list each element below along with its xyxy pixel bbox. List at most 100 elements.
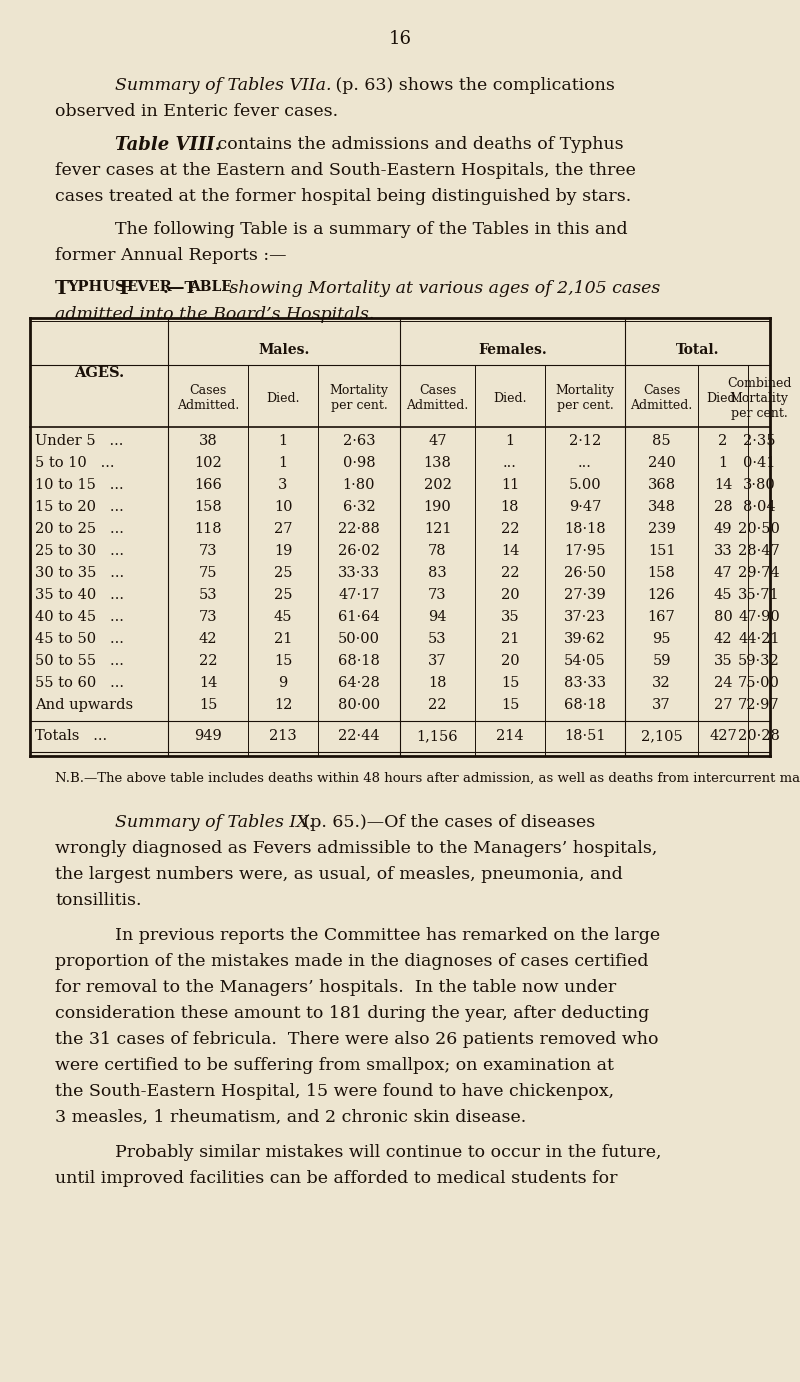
Text: 1·80: 1·80 — [342, 478, 375, 492]
Text: 27·39: 27·39 — [564, 587, 606, 603]
Text: 80: 80 — [714, 609, 732, 625]
Text: The following Table is a summary of the Tables in this and: The following Table is a summary of the … — [115, 221, 628, 238]
Text: 68·18: 68·18 — [564, 698, 606, 712]
Text: 2: 2 — [718, 434, 728, 448]
Text: 35: 35 — [501, 609, 519, 625]
Text: fever cases at the Eastern and South-Eastern Hospitals, the three: fever cases at the Eastern and South-Eas… — [55, 162, 636, 180]
Text: 20·28: 20·28 — [738, 728, 780, 744]
Text: 11: 11 — [501, 478, 519, 492]
Text: 166: 166 — [194, 478, 222, 492]
Text: 42: 42 — [714, 632, 732, 645]
Text: 12: 12 — [274, 698, 292, 712]
Text: 80·00: 80·00 — [338, 698, 380, 712]
Text: 72·97: 72·97 — [738, 698, 780, 712]
Text: Died.: Died. — [266, 391, 300, 405]
Text: 3·80: 3·80 — [742, 478, 775, 492]
Text: 28: 28 — [714, 500, 732, 514]
Text: 22: 22 — [501, 522, 519, 536]
Text: 25 to 30   ...: 25 to 30 ... — [35, 545, 124, 558]
Text: 1: 1 — [718, 456, 727, 470]
Text: 49: 49 — [714, 522, 732, 536]
Text: 26·50: 26·50 — [564, 567, 606, 580]
Text: 15: 15 — [274, 654, 292, 668]
Text: 190: 190 — [424, 500, 451, 514]
Text: (p. 65.)—Of the cases of diseases: (p. 65.)—Of the cases of diseases — [298, 814, 595, 831]
Text: 95: 95 — [652, 632, 670, 645]
Text: 55 to 60   ...: 55 to 60 ... — [35, 676, 124, 690]
Text: 20: 20 — [501, 587, 519, 603]
Text: 45: 45 — [274, 609, 292, 625]
Text: 15 to 20   ...: 15 to 20 ... — [35, 500, 124, 514]
Text: 22: 22 — [428, 698, 446, 712]
Text: 85: 85 — [652, 434, 671, 448]
Text: 239: 239 — [647, 522, 675, 536]
Text: 20: 20 — [501, 654, 519, 668]
Text: 1: 1 — [278, 456, 287, 470]
Text: Probably similar mistakes will continue to occur in the future,: Probably similar mistakes will continue … — [115, 1144, 662, 1161]
Text: 2,105: 2,105 — [641, 728, 682, 744]
Text: consideration these amount to 181 during the year, after deducting: consideration these amount to 181 during… — [55, 1005, 650, 1023]
Text: Combined
Mortality
per cent.: Combined Mortality per cent. — [726, 376, 791, 420]
Text: 0·98: 0·98 — [342, 456, 375, 470]
Text: Totals   ...: Totals ... — [35, 728, 107, 744]
Text: 75·00: 75·00 — [738, 676, 780, 690]
Text: the largest numbers were, as usual, of measles, pneumonia, and: the largest numbers were, as usual, of m… — [55, 867, 622, 883]
Text: former Annual Reports :—: former Annual Reports :— — [55, 247, 286, 264]
Text: 3 measles, 1 rheumatism, and 2 chronic skin disease.: 3 measles, 1 rheumatism, and 2 chronic s… — [55, 1108, 526, 1126]
Text: 83: 83 — [428, 567, 447, 580]
Text: Total.: Total. — [676, 343, 719, 357]
Text: 61·64: 61·64 — [338, 609, 380, 625]
Text: 2·63: 2·63 — [342, 434, 375, 448]
Text: T: T — [55, 281, 69, 299]
Text: Died.: Died. — [706, 391, 740, 405]
Text: 27: 27 — [714, 698, 732, 712]
Text: 102: 102 — [194, 456, 222, 470]
Text: ...: ... — [503, 456, 517, 470]
Text: until improved facilities can be afforded to medical students for: until improved facilities can be afforde… — [55, 1171, 618, 1187]
Text: 15: 15 — [501, 698, 519, 712]
Text: 73: 73 — [198, 545, 218, 558]
Text: admitted into the Board’s Hospitals.: admitted into the Board’s Hospitals. — [55, 305, 374, 323]
Text: 25: 25 — [274, 567, 292, 580]
Text: 35: 35 — [714, 654, 732, 668]
Text: 16: 16 — [389, 30, 411, 48]
Text: 126: 126 — [648, 587, 675, 603]
Text: Cases
Admitted.: Cases Admitted. — [406, 384, 469, 412]
Text: 213: 213 — [269, 728, 297, 744]
Text: 158: 158 — [648, 567, 675, 580]
Text: 10: 10 — [274, 500, 292, 514]
Text: 3: 3 — [278, 478, 288, 492]
Text: 18: 18 — [428, 676, 446, 690]
Text: 1: 1 — [278, 434, 287, 448]
Text: 22·88: 22·88 — [338, 522, 380, 536]
Text: 21: 21 — [274, 632, 292, 645]
Text: 0·41: 0·41 — [743, 456, 775, 470]
Text: 17·95: 17·95 — [564, 545, 606, 558]
Text: 167: 167 — [648, 609, 675, 625]
Text: 30 to 35   ...: 30 to 35 ... — [35, 567, 124, 580]
Text: 9·47: 9·47 — [569, 500, 601, 514]
Text: 22: 22 — [501, 567, 519, 580]
Text: 73: 73 — [428, 587, 447, 603]
Text: 949: 949 — [194, 728, 222, 744]
Text: Mortality
per cent.: Mortality per cent. — [330, 384, 389, 412]
Text: 26·02: 26·02 — [338, 545, 380, 558]
Text: 94: 94 — [428, 609, 446, 625]
Text: In previous reports the Committee has remarked on the large: In previous reports the Committee has re… — [115, 927, 660, 944]
Text: 5 to 10   ...: 5 to 10 ... — [35, 456, 114, 470]
Text: 78: 78 — [428, 545, 447, 558]
Text: Males.: Males. — [258, 343, 310, 357]
Text: 15: 15 — [199, 698, 217, 712]
Text: contains the admissions and deaths of Typhus: contains the admissions and deaths of Ty… — [212, 135, 624, 153]
Text: 59·32: 59·32 — [738, 654, 780, 668]
Text: 33: 33 — [714, 545, 732, 558]
Text: 14: 14 — [199, 676, 217, 690]
Text: 5.00: 5.00 — [569, 478, 602, 492]
Text: Died.: Died. — [494, 391, 526, 405]
Text: 32: 32 — [652, 676, 671, 690]
Text: 22: 22 — [198, 654, 218, 668]
Text: 22·44: 22·44 — [338, 728, 380, 744]
Text: Summary of Tables IX.: Summary of Tables IX. — [115, 814, 314, 831]
Text: 118: 118 — [194, 522, 222, 536]
Text: 39·62: 39·62 — [564, 632, 606, 645]
